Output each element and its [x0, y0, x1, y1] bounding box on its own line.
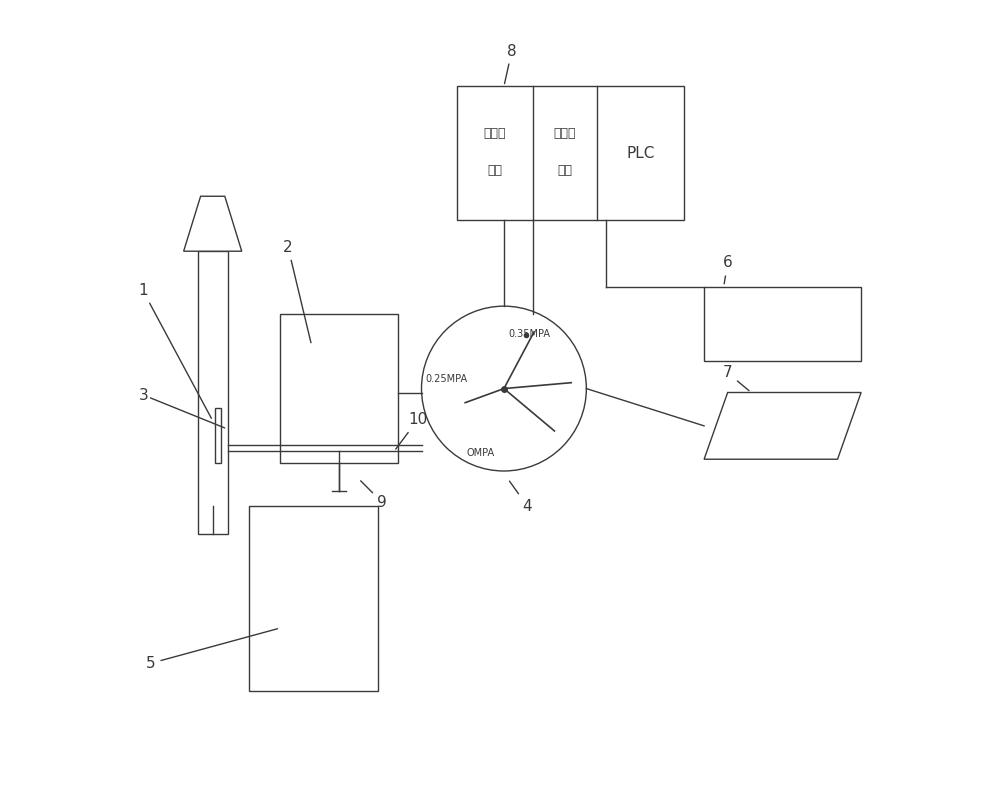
Text: 2: 2 [283, 239, 311, 343]
Text: 模拟量: 模拟量 [554, 127, 576, 140]
Bar [215, 408, 221, 463]
Polygon shape [184, 196, 242, 251]
Text: 0.35MPA: 0.35MPA [508, 330, 550, 339]
Text: 1: 1 [138, 283, 211, 418]
Bar [457, 86, 684, 220]
Text: 6: 6 [723, 255, 733, 284]
Text: 4: 4 [509, 481, 532, 514]
Polygon shape [704, 392, 861, 459]
Text: 8: 8 [505, 43, 517, 84]
Text: OMPA: OMPA [467, 448, 495, 458]
Text: 5: 5 [146, 629, 278, 671]
Text: 7: 7 [723, 365, 749, 391]
Bar [249, 506, 378, 691]
Bar [704, 287, 861, 361]
Text: 3: 3 [139, 389, 149, 403]
Text: 0.25MPA: 0.25MPA [426, 374, 468, 384]
Text: 9: 9 [361, 480, 387, 510]
Text: PLC: PLC [627, 145, 655, 161]
Bar [198, 251, 228, 534]
Text: 模拟量: 模拟量 [483, 127, 506, 140]
Text: 10: 10 [396, 412, 427, 449]
Text: 输入: 输入 [487, 164, 502, 177]
Text: 输出: 输出 [557, 164, 572, 177]
Bar [280, 314, 398, 463]
